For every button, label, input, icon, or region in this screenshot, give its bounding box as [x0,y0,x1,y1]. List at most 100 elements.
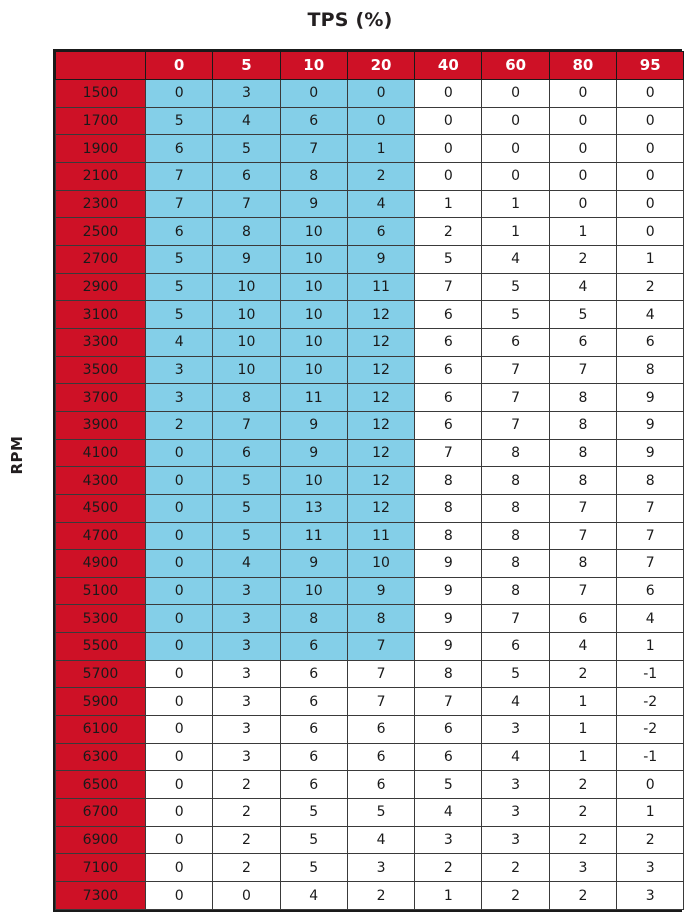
cell-rpm-2500-tps-10: 10 [279,217,348,246]
cell-rpm-6500-tps-10: 6 [279,770,348,800]
cell-rpm-5900-tps-0: 0 [144,687,214,717]
cell-rpm-1500-tps-40: 0 [414,79,483,108]
cell-rpm-3100-tps-10: 10 [279,300,348,329]
cell-rpm-7100-tps-95: 3 [616,853,685,883]
row-header-rpm-1900: 1900 [55,134,146,163]
cell-rpm-5900-tps-20: 7 [346,687,416,717]
cell-rpm-5300-tps-60: 7 [481,604,550,634]
cell-rpm-6300-tps-10: 6 [279,742,348,772]
cell-rpm-6300-tps-95: -1 [616,742,685,772]
cell-rpm-4900-tps-20: 10 [346,549,416,578]
cell-rpm-3700-tps-10: 11 [279,383,348,412]
cell-rpm-5500-tps-80: 4 [548,632,618,661]
cell-rpm-2300-tps-20: 4 [346,189,416,219]
cell-rpm-5700-tps-40: 8 [414,659,483,689]
cell-rpm-1500-tps-0: 0 [144,79,214,108]
table-row: 5900 0 3 6 7 7 4 1 -2 [55,687,685,717]
cell-rpm-3300-tps-60: 6 [481,327,550,357]
cell-rpm-6100-tps-20: 6 [346,715,416,744]
cell-rpm-3300-tps-5: 10 [212,327,281,357]
cell-rpm-7100-tps-60: 2 [481,853,550,883]
cell-rpm-4300-tps-95: 8 [616,466,685,495]
table-row: 1900 6 5 7 1 0 0 0 0 [55,134,685,163]
cell-rpm-4300-tps-10: 10 [279,466,348,495]
table-row: 5100 0 3 10 9 9 8 7 6 [55,576,685,606]
cell-rpm-1700-tps-0: 5 [144,106,214,136]
table-row: 2500 6 8 10 6 2 1 1 0 [55,217,685,246]
cell-rpm-6300-tps-5: 3 [212,742,281,772]
cell-rpm-3700-tps-20: 12 [346,383,416,412]
cell-rpm-2700-tps-60: 4 [481,244,550,274]
cell-rpm-3700-tps-80: 8 [548,383,618,412]
column-header-tps-95: 95 [616,51,685,80]
cell-rpm-5500-tps-5: 3 [212,632,281,661]
cell-rpm-4900-tps-5: 4 [212,549,281,578]
cell-rpm-6500-tps-95: 0 [616,770,685,800]
cell-rpm-5300-tps-40: 9 [414,604,483,634]
cell-rpm-5500-tps-20: 7 [346,632,416,661]
cell-rpm-3900-tps-5: 7 [212,410,281,440]
cell-rpm-6300-tps-40: 6 [414,742,483,772]
cell-rpm-5900-tps-5: 3 [212,687,281,717]
row-header-rpm-4500: 4500 [55,493,146,523]
row-header-rpm-3300: 3300 [55,327,146,357]
row-header-rpm-3500: 3500 [55,355,146,385]
cell-rpm-3500-tps-95: 8 [616,355,685,385]
cell-rpm-4300-tps-60: 8 [481,466,550,495]
cell-rpm-6100-tps-10: 6 [279,715,348,744]
cell-rpm-6900-tps-60: 3 [481,825,550,855]
cell-rpm-6700-tps-95: 1 [616,798,685,827]
row-header-rpm-3900: 3900 [55,410,146,440]
cell-rpm-1900-tps-40: 0 [414,134,483,163]
cell-rpm-6700-tps-0: 0 [144,798,214,827]
cell-rpm-2300-tps-5: 7 [212,189,281,219]
table-row: 2300 7 7 9 4 1 1 0 0 [55,189,685,219]
cell-rpm-5100-tps-10: 10 [279,576,348,606]
cell-rpm-1500-tps-10: 0 [279,79,348,108]
cell-rpm-2300-tps-80: 0 [548,189,618,219]
cell-rpm-3100-tps-0: 5 [144,300,214,329]
table-row: 3700 3 8 11 12 6 7 8 9 [55,383,685,412]
cell-rpm-5500-tps-0: 0 [144,632,214,661]
cell-rpm-4300-tps-5: 5 [212,466,281,495]
cell-rpm-4100-tps-40: 7 [414,438,483,468]
cell-rpm-2700-tps-80: 2 [548,244,618,274]
cell-rpm-2300-tps-40: 1 [414,189,483,219]
cell-rpm-2700-tps-10: 10 [279,244,348,274]
cell-rpm-6100-tps-40: 6 [414,715,483,744]
cell-rpm-1500-tps-60: 0 [481,79,550,108]
cell-rpm-5300-tps-95: 4 [616,604,685,634]
cell-rpm-3900-tps-0: 2 [144,410,214,440]
cell-rpm-5900-tps-80: 1 [548,687,618,717]
cell-rpm-3300-tps-95: 6 [616,327,685,357]
tps-rpm-table-container: 0 5 10 20 40 60 80 95 1500 0 3 0 0 0 0 0 0 1700 5 4 6 0 0 0 0 0 1… [53,49,685,912]
cell-rpm-2100-tps-10: 8 [279,161,348,191]
cell-rpm-4700-tps-40: 8 [414,521,483,551]
cell-rpm-1900-tps-95: 0 [616,134,685,163]
row-header-rpm-4100: 4100 [55,438,146,468]
table-row: 6900 0 2 5 4 3 3 2 2 [55,825,685,855]
cell-rpm-4500-tps-80: 7 [548,493,618,523]
table-body: 1500 0 3 0 0 0 0 0 0 1700 5 4 6 0 0 0 0 0 1900 6 5 7 1 0 0 0 0 2100… [55,79,685,910]
cell-rpm-1900-tps-0: 6 [144,134,214,163]
cell-rpm-2100-tps-95: 0 [616,161,685,191]
cell-rpm-5100-tps-60: 8 [481,576,550,606]
cell-rpm-3700-tps-40: 6 [414,383,483,412]
cell-rpm-3900-tps-95: 9 [616,410,685,440]
row-header-rpm-1700: 1700 [55,106,146,136]
table-row: 5500 0 3 6 7 9 6 4 1 [55,632,685,661]
cell-rpm-2900-tps-80: 4 [548,272,618,302]
table-row: 7100 0 2 5 3 2 2 3 3 [55,853,685,883]
cell-rpm-5100-tps-95: 6 [616,576,685,606]
cell-rpm-3900-tps-40: 6 [414,410,483,440]
cell-rpm-4100-tps-0: 0 [144,438,214,468]
cell-rpm-2900-tps-95: 2 [616,272,685,302]
table-row: 4500 0 5 13 12 8 8 7 7 [55,493,685,523]
cell-rpm-5300-tps-20: 8 [346,604,416,634]
cell-rpm-6100-tps-0: 0 [144,715,214,744]
cell-rpm-4700-tps-80: 7 [548,521,618,551]
cell-rpm-1700-tps-5: 4 [212,106,281,136]
cell-rpm-6100-tps-80: 1 [548,715,618,744]
cell-rpm-3300-tps-80: 6 [548,327,618,357]
